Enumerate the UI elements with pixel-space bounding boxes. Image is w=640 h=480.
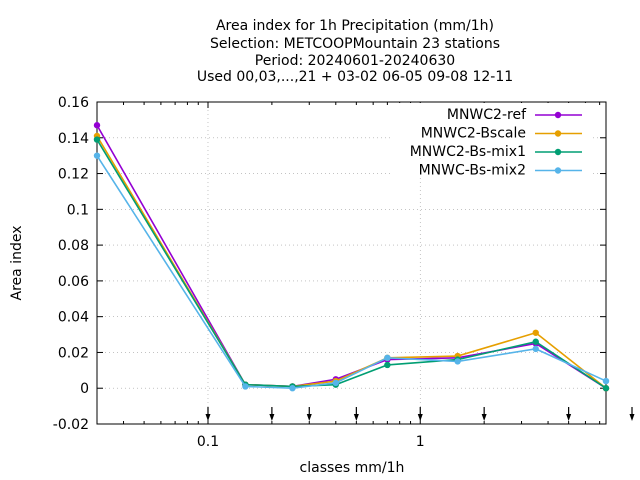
data-point: [602, 377, 610, 385]
class-marker-arrow: [353, 414, 359, 421]
series-line: [96, 155, 607, 390]
y-tick-label: 0: [80, 381, 89, 397]
legend-marker: [554, 130, 562, 137]
legend: MNWC2-ref MNWC2-Bscale MNWC2-Bs-mix1 MNWC-B…: [392, 103, 590, 179]
data-point: [532, 329, 539, 336]
legend-background: [392, 103, 590, 121]
data-point: [384, 361, 391, 369]
y-tick-label: 0.08: [58, 238, 89, 254]
class-marker-arrow: [306, 414, 312, 421]
title-line: Area index for 1h Precipitation (mm/1h): [216, 18, 494, 34]
data-point: [93, 152, 101, 159]
data-point: [332, 379, 339, 387]
title-line: Selection: METCOOPMountain 23 stations: [210, 36, 500, 52]
x-axis-label: classes mm/1h: [300, 460, 405, 476]
data-point: [93, 122, 101, 129]
title-line: Period: 20240601-20240630: [255, 53, 455, 69]
class-marker-arrow: [417, 414, 423, 421]
y-tick-label: 0.16: [58, 95, 89, 111]
y-axis-label: Area index: [9, 226, 25, 301]
axes: -0.02 0 0.02 0.04 0.06 0.08 0.1 0.12 0.14 0.16 0.1…: [53, 95, 607, 450]
data-point: [242, 383, 249, 390]
chart-title: Area index for 1h Precipitation (mm/1h) …: [197, 18, 513, 85]
data-point: [93, 136, 101, 143]
data-point: [384, 354, 391, 362]
legend-label: MNWC2-ref: [447, 107, 527, 123]
legend-marker: [554, 111, 562, 119]
y-tick-label: -0.02: [53, 417, 89, 433]
class-markers: [205, 407, 635, 421]
legend-background: [392, 158, 590, 177]
y-tick-label: 0.04: [58, 310, 89, 326]
x-tick-label: 0.1: [197, 434, 219, 450]
data-point: [532, 338, 539, 345]
y-tick-label: 0.14: [58, 131, 89, 147]
legend-label: MNWC-Bs-mix2: [419, 163, 526, 179]
data-point: [602, 385, 610, 392]
class-marker-arrow: [205, 414, 211, 421]
y-tick-label: 0.02: [58, 345, 89, 361]
class-marker-arrow: [481, 414, 487, 421]
data-point: [532, 345, 539, 353]
series-lines: [93, 122, 610, 392]
legend-label: MNWC2-Bscale: [421, 126, 526, 142]
y-tick-label: 0.1: [67, 202, 89, 218]
legend-background: [392, 140, 590, 158]
plot-frame: [96, 101, 607, 425]
class-marker-arrow: [269, 414, 275, 421]
y-tick-label: 0.06: [58, 274, 89, 290]
data-point: [454, 358, 461, 365]
x-tick-label: 1: [416, 434, 425, 450]
data-point: [289, 385, 296, 392]
y-tick-label: 0.12: [58, 167, 89, 183]
class-marker-arrow: [629, 414, 635, 421]
legend-marker: [554, 167, 562, 174]
class-marker-arrow: [566, 414, 572, 421]
legend-marker: [554, 148, 562, 156]
legend-background: [392, 121, 590, 140]
title-line: Used 00,03,...,21 + 03-02 06-05 09-08 12…: [197, 69, 513, 85]
series-line: [96, 139, 607, 389]
legend-label: MNWC2-Bs-mix1: [410, 144, 526, 160]
